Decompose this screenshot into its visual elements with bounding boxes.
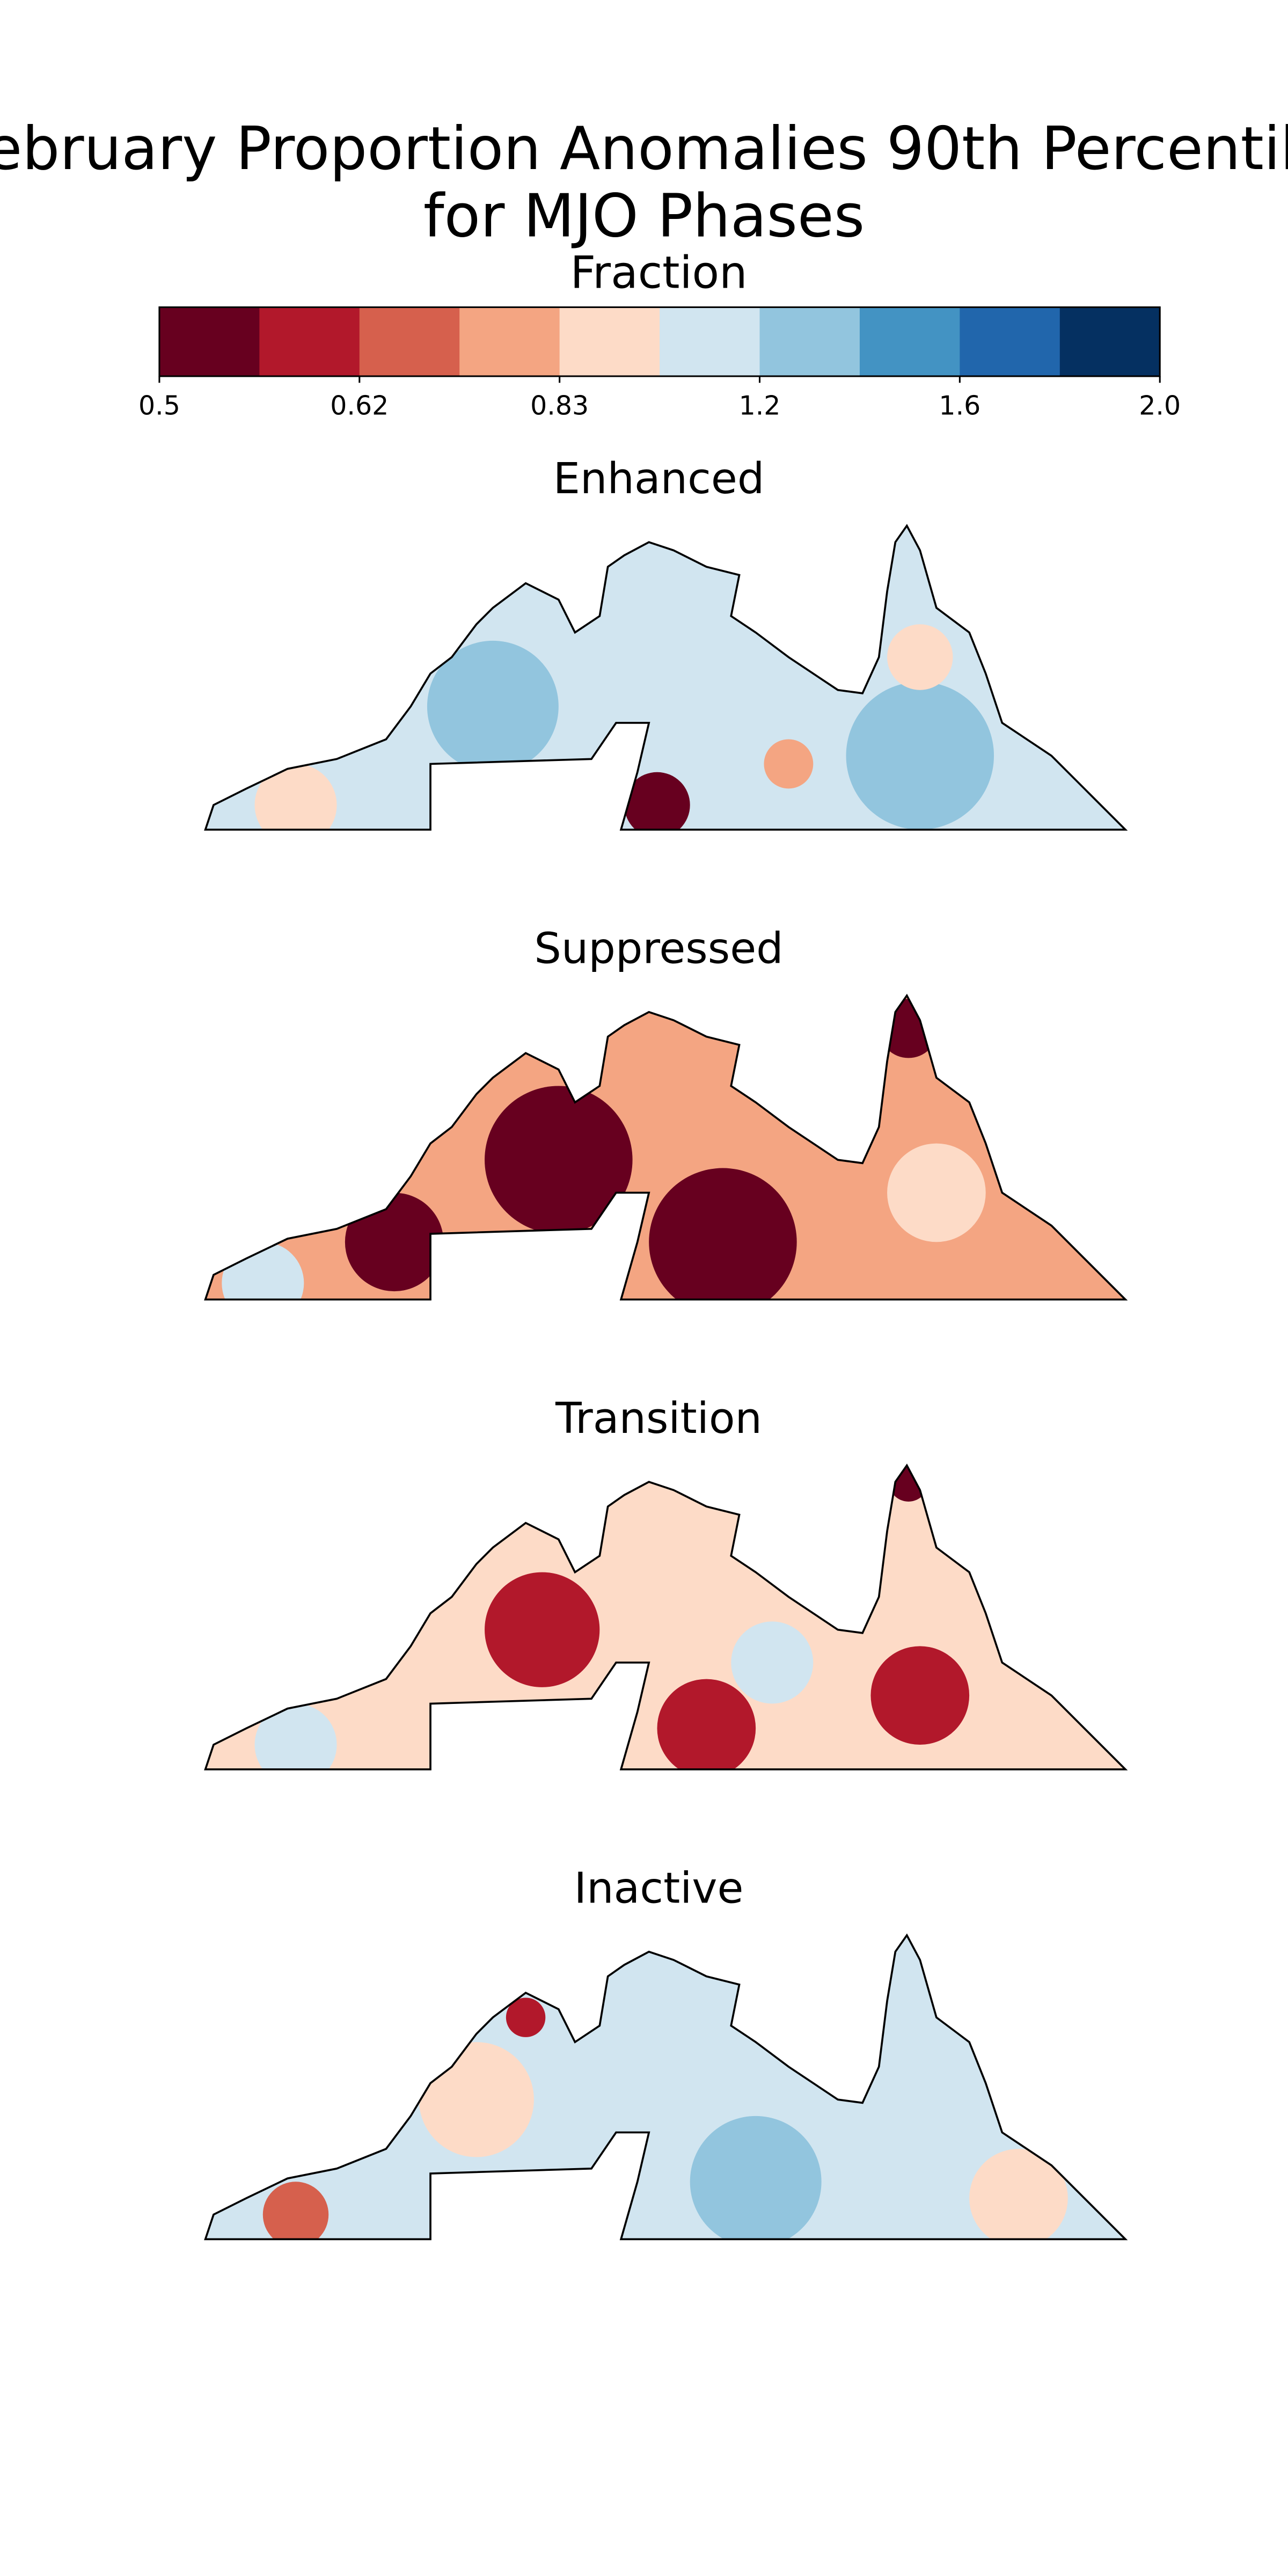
colorbar-label: Fraction	[570, 247, 748, 299]
colorbar-segment	[660, 307, 760, 377]
panel-title: Suppressed	[534, 923, 783, 973]
title-line: for MJO Phases	[423, 181, 865, 250]
colorbar: 0.5 0.62 0.83 1.2 1.6 2.0	[138, 306, 1181, 421]
colorbar-segment	[459, 307, 560, 377]
map-panel: Suppressed	[204, 923, 1126, 1301]
colorbar-tick-label: 0.5	[138, 391, 180, 421]
colorbar-segment	[859, 307, 961, 377]
map-panel: Enhanced	[204, 453, 1126, 831]
colorbar-segment	[359, 307, 460, 377]
colorbar-tick-label: 1.6	[939, 391, 980, 421]
colorbar-frame	[158, 306, 1161, 377]
map-panel: Inactive	[204, 1863, 1126, 2241]
map-fill	[205, 525, 1125, 830]
title-line: February Proportion Anomalies 90th Perce…	[0, 114, 1288, 183]
panel-title: Inactive	[574, 1863, 744, 1913]
colorbar-segment	[1059, 307, 1161, 377]
colorbar-tick-label: 1.2	[739, 391, 781, 421]
map-fill	[205, 1465, 1125, 1769]
panel-title: Transition	[555, 1393, 762, 1443]
colorbar-tick-label: 0.62	[330, 391, 389, 421]
colorbar-segment	[759, 307, 860, 377]
colorbar-segment	[559, 307, 660, 377]
map-panel: Transition	[204, 1393, 1126, 1770]
map-fill	[205, 996, 1125, 1300]
colorbar-segment	[159, 307, 260, 377]
panel-title: Enhanced	[553, 453, 765, 503]
colorbar-segment	[960, 307, 1060, 377]
map-fill	[205, 1935, 1125, 2240]
colorbar-tick-label: 2.0	[1139, 391, 1181, 421]
colorbar-tick-label: 0.83	[530, 391, 589, 421]
colorbar-segment	[259, 307, 360, 377]
